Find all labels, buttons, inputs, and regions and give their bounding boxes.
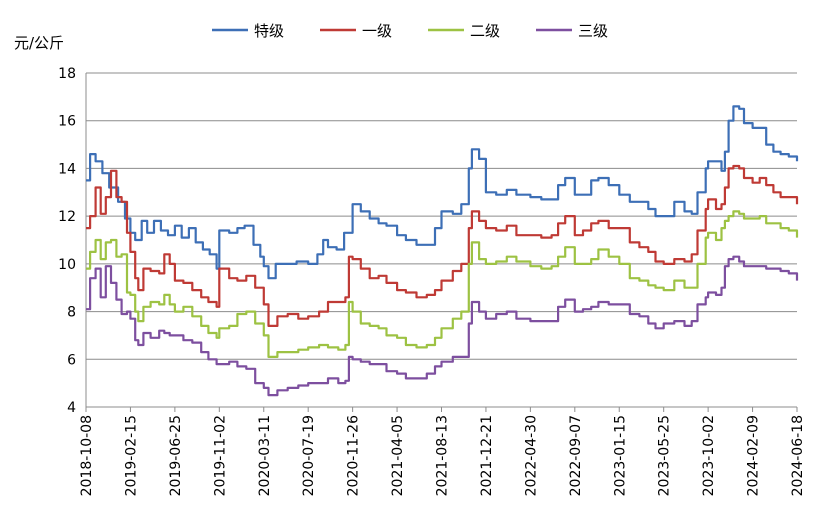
x-tick-label: 2021-08-13 (435, 415, 451, 496)
x-tick-label: 2022-04-30 (523, 415, 539, 496)
x-tick-label: 2020-11-26 (346, 415, 362, 496)
x-tick-label: 2023-05-25 (657, 415, 673, 496)
x-tick-label: 2019-02-15 (123, 415, 139, 496)
x-tick-label: 2020-07-19 (301, 415, 317, 496)
x-tick-label: 2019-11-02 (212, 415, 228, 496)
x-tick-label: 2024-02-09 (746, 415, 762, 496)
y-tick-label: 16 (58, 114, 76, 130)
y-axis-unit-label: 元/公斤 (14, 34, 64, 52)
x-tick-label: 2023-10-02 (701, 415, 717, 496)
series-line-特级 (86, 105, 799, 280)
series-line-二级 (86, 210, 799, 358)
y-tick-label: 8 (67, 305, 76, 321)
legend-label-二级: 二级 (470, 22, 500, 40)
x-tick-label: 2022-09-07 (568, 415, 584, 496)
legend-label-特级: 特级 (254, 22, 284, 40)
legend-label-三级: 三级 (578, 22, 608, 40)
y-tick-label: 4 (67, 400, 76, 416)
x-tick-label: 2019-06-25 (168, 415, 184, 496)
grid (86, 72, 797, 408)
series-line-一级 (86, 164, 799, 327)
y-tick-label: 14 (58, 161, 76, 177)
legend: 特级 一级 二级 三级 (212, 22, 608, 40)
x-tick-label: 2023-01-15 (612, 415, 628, 496)
series-lines (86, 105, 799, 397)
y-tick-label: 6 (67, 352, 76, 368)
legend-label-一级: 一级 (362, 22, 392, 40)
x-tick-label: 2018-10-08 (79, 415, 95, 496)
series-line-三级 (86, 255, 799, 397)
x-tick-label: 2021-12-21 (479, 415, 495, 496)
x-tick-label: 2024-06-18 (790, 415, 806, 496)
axes: 4 6 8 10 12 14 16 18 2018-10-08 2019-02-15 2019-06… (58, 66, 806, 496)
x-tick-label: 2021-04-05 (390, 415, 406, 496)
y-tick-label: 12 (58, 209, 76, 225)
y-tick-label: 10 (58, 257, 76, 273)
x-tick-label: 2020-03-11 (257, 415, 273, 496)
y-tick-label: 18 (58, 66, 76, 82)
